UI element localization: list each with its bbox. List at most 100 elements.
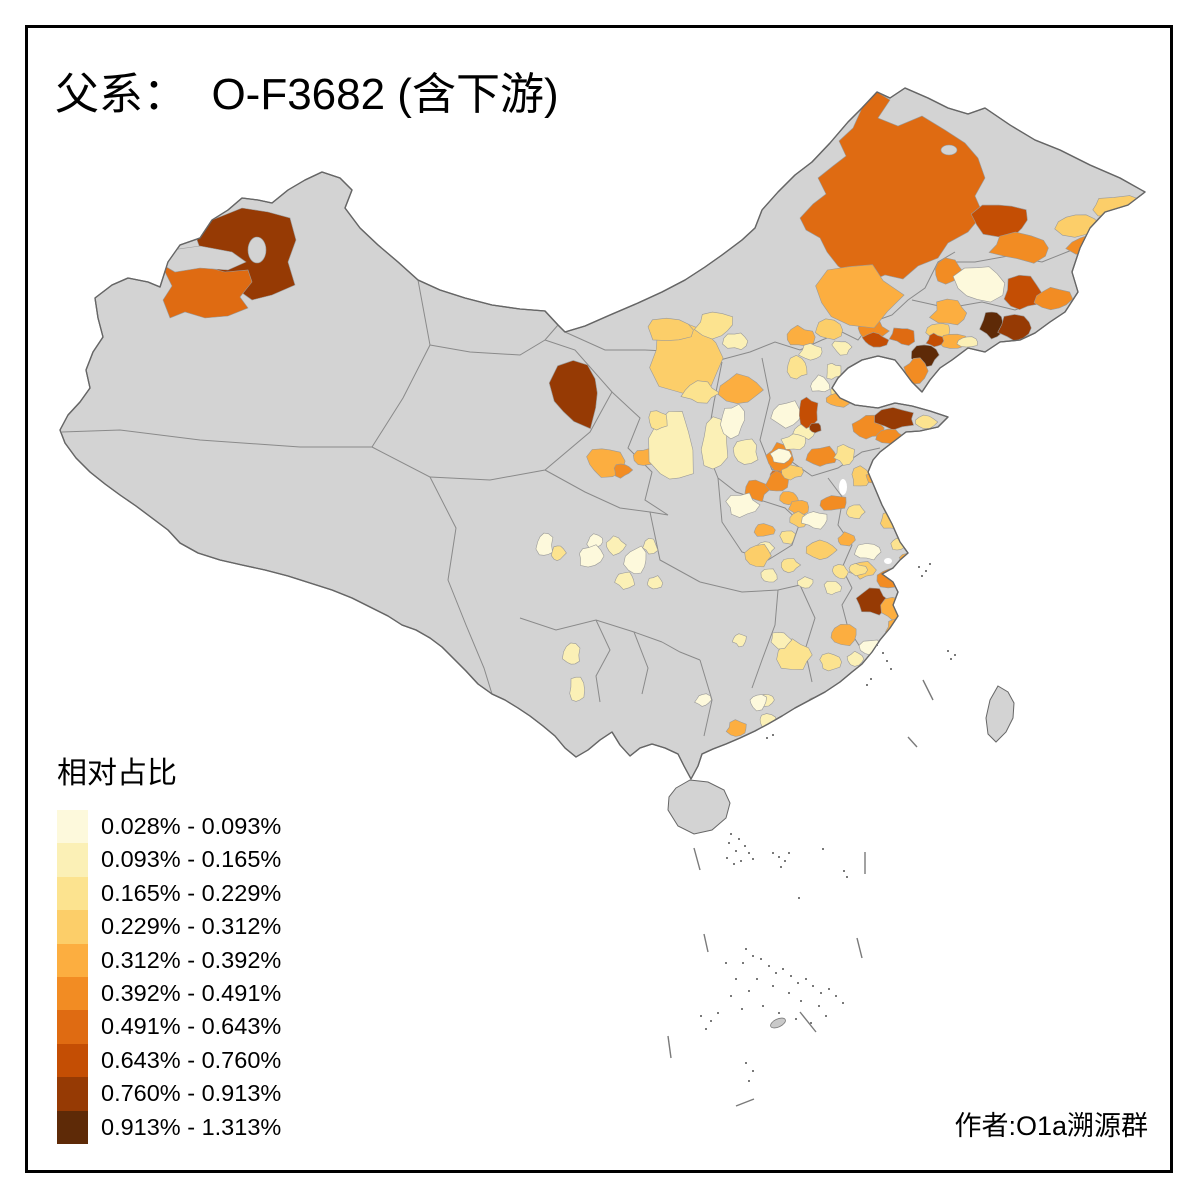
- map-region: [819, 652, 842, 672]
- legend-swatch: [57, 1110, 88, 1144]
- province-border: [61, 429, 372, 448]
- islet-dot: [752, 1070, 754, 1072]
- sea-dash: [922, 679, 934, 701]
- province-border: [649, 511, 701, 583]
- map-region: [769, 448, 793, 464]
- legend-label: 0.392% - 0.491%: [101, 979, 282, 1006]
- province-border: [633, 631, 649, 695]
- islet-dot: [778, 1012, 780, 1014]
- gray-enclave: [247, 236, 267, 264]
- islet-dot: [742, 962, 744, 964]
- legend-row: 0.760% - 0.913%: [57, 1077, 282, 1111]
- islet-dot: [768, 965, 770, 967]
- legend-row: 0.643% - 0.760%: [57, 1043, 281, 1078]
- province-border: [544, 469, 669, 516]
- province-border: [661, 641, 701, 661]
- islet-dot: [756, 978, 758, 980]
- map-region: [805, 539, 838, 561]
- islet-dot: [748, 852, 750, 854]
- map-region: [780, 433, 807, 450]
- sea-dash: [667, 1035, 672, 1059]
- islet-dot: [748, 1080, 750, 1082]
- legend-label: 0.312% - 0.392%: [101, 946, 282, 973]
- map-region: [647, 317, 694, 341]
- map-region: [1003, 274, 1043, 310]
- islet-dot: [744, 845, 746, 847]
- islet-dot: [825, 1015, 827, 1017]
- map-region: [815, 264, 905, 329]
- legend-swatch: [57, 1043, 88, 1078]
- map-region: [693, 311, 734, 340]
- islet-dot: [947, 650, 949, 652]
- islet-dot: [728, 842, 730, 844]
- map-region: [903, 357, 929, 385]
- islet-dot: [876, 644, 878, 646]
- islet-dot: [726, 857, 728, 859]
- legend-label: 0.491% - 0.643%: [101, 1013, 282, 1040]
- islet-dot: [835, 995, 837, 997]
- map-region: [979, 311, 1004, 340]
- islet-dot: [762, 1005, 764, 1007]
- province-border: [429, 339, 613, 481]
- map-region: [956, 336, 978, 348]
- province-border: [699, 659, 713, 737]
- map-region: [1092, 195, 1145, 217]
- legend-label: 0.760% - 0.913%: [101, 1080, 282, 1107]
- islet-dot: [842, 1002, 844, 1004]
- islet-dot: [788, 992, 790, 994]
- map-region: [952, 266, 1005, 303]
- islet-dot: [925, 570, 927, 572]
- map-region: [880, 511, 905, 530]
- map-region: [807, 696, 822, 709]
- sea-islet: [770, 1017, 786, 1029]
- map-region: [885, 618, 909, 637]
- map-region: [833, 444, 855, 466]
- map-region: [848, 562, 869, 577]
- map-region: [613, 463, 634, 479]
- map-region: [809, 422, 822, 434]
- legend-swatch: [57, 810, 88, 844]
- map-region: [781, 464, 804, 481]
- mainland: [59, 87, 1146, 780]
- map-region: [837, 531, 856, 547]
- map-region: [826, 362, 842, 380]
- islet-dot: [741, 1008, 743, 1010]
- islet-dot: [805, 978, 807, 980]
- legend-row: 0.913% - 1.313%: [57, 1110, 281, 1144]
- map-region: [725, 719, 747, 737]
- map-region: [744, 543, 772, 568]
- map-region: [680, 380, 721, 404]
- islet-dot: [738, 838, 740, 840]
- map-region: [874, 407, 915, 431]
- map-region: [550, 545, 567, 562]
- map-region: [770, 400, 802, 429]
- map-region: [846, 504, 866, 520]
- sea-dash: [799, 1011, 817, 1033]
- map-region: [810, 374, 831, 393]
- legend-label: 0.093% - 0.165%: [101, 846, 282, 873]
- islet-dot: [772, 734, 774, 736]
- islet-dot: [820, 992, 822, 994]
- map-region: [548, 360, 598, 430]
- map-region: [732, 438, 759, 465]
- islet-dot: [745, 948, 747, 950]
- legend-row: 0.491% - 0.643%: [57, 1010, 282, 1044]
- map-region: [1033, 286, 1074, 311]
- islet-dot: [790, 975, 792, 977]
- province-border: [751, 589, 779, 689]
- islet-dot: [730, 995, 732, 997]
- map-region: [925, 332, 945, 348]
- islet-dot: [760, 958, 762, 960]
- islet-dot: [735, 978, 737, 980]
- map-region: [646, 575, 664, 590]
- map-region: [830, 623, 857, 647]
- islet-dot: [735, 850, 737, 852]
- map-region: [779, 530, 796, 545]
- legend-swatch: [57, 843, 88, 877]
- islet-dot: [954, 654, 956, 656]
- islet-dot: [866, 684, 868, 686]
- legend-row: 0.392% - 0.491%: [57, 976, 282, 1011]
- islet-dot: [921, 575, 923, 577]
- province-border: [595, 619, 611, 703]
- islet-dot: [772, 985, 774, 987]
